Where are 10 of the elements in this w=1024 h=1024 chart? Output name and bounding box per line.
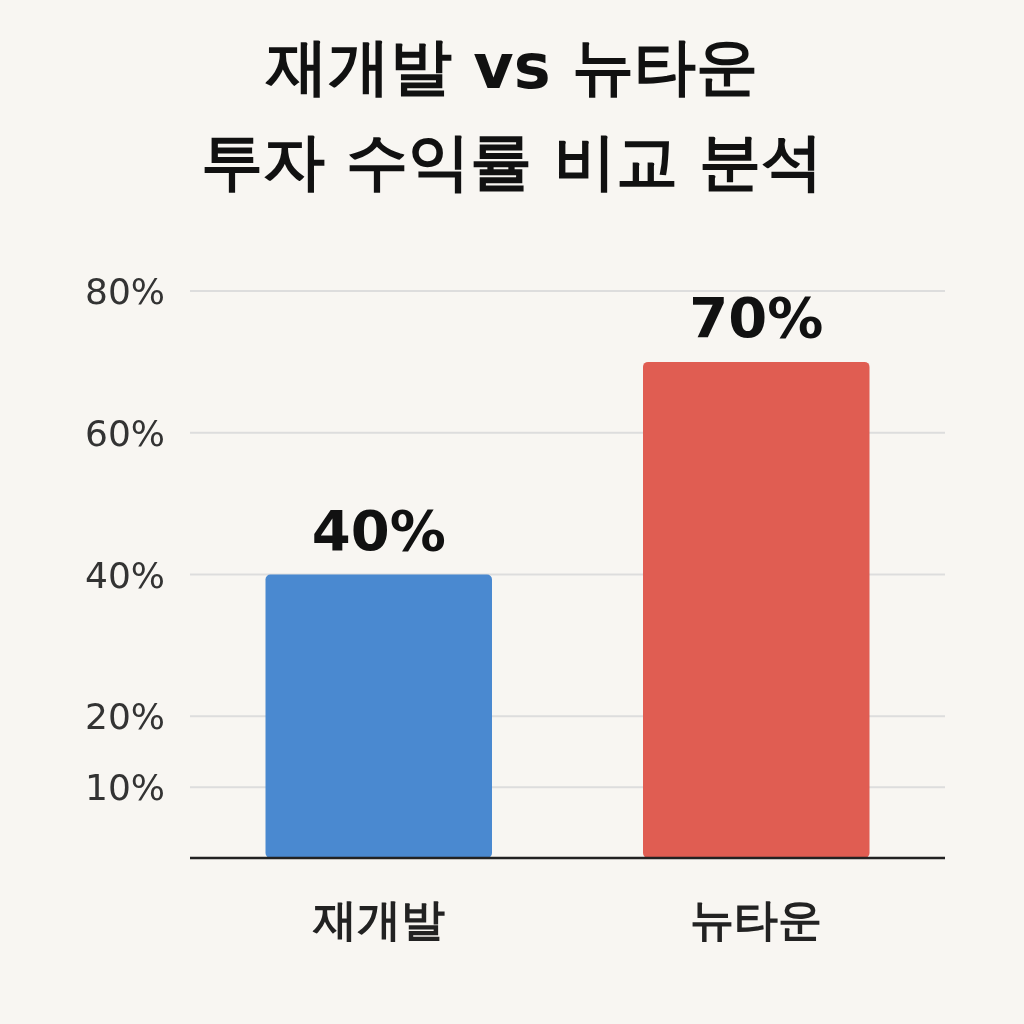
y-tick-label: 60% — [84, 412, 165, 454]
data-label: 40% — [311, 497, 446, 563]
x-tick-label: 재개발 — [311, 894, 445, 945]
y-tick-label: 40% — [84, 554, 165, 596]
y-tick-label: 20% — [84, 696, 165, 738]
data-label: 70% — [689, 284, 824, 350]
title: 재개발 vs 뉴타운 투자 수익률 비교 분석 — [200, 30, 824, 198]
x-tick-label: 뉴타운 — [690, 894, 823, 945]
y-tick-label: 80% — [84, 271, 165, 312]
y-tick-label: 10% — [84, 767, 165, 809]
